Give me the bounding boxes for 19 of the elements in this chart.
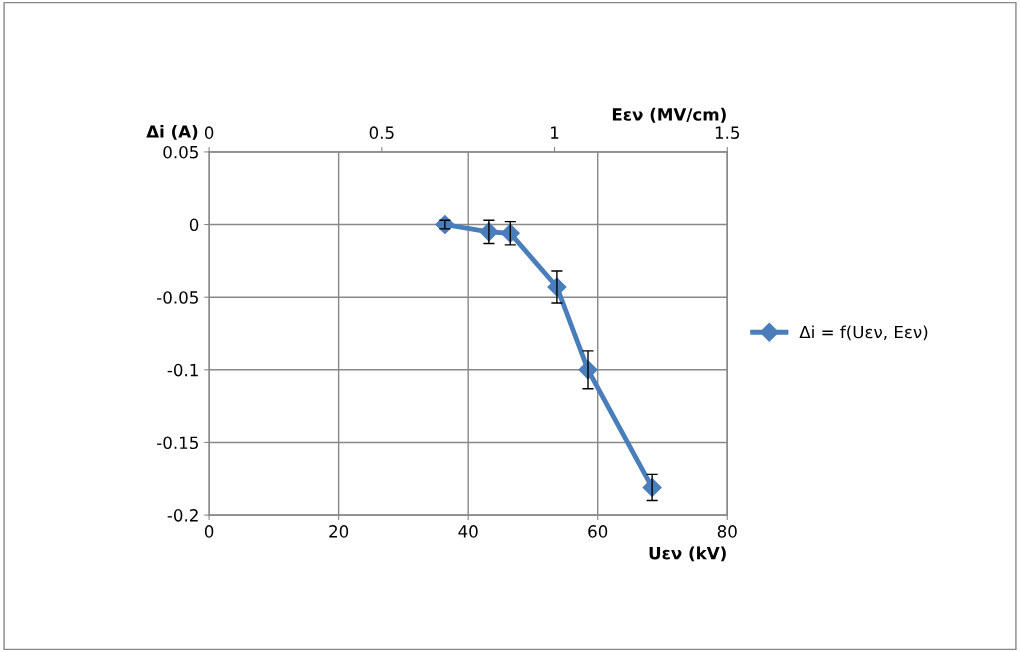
x-tick-label: 60 — [588, 525, 608, 538]
y-tick-label: 0.05 — [163, 145, 198, 159]
x-tick-label: 80 — [717, 525, 737, 538]
y-tick-label: -0.05 — [157, 291, 198, 304]
y-axis-title: Δi (A) — [146, 124, 198, 140]
x2-tick-label: 1.5 — [715, 126, 740, 139]
x-tick-label: 40 — [458, 525, 478, 538]
x-tick-label: 20 — [329, 525, 349, 538]
y-tick-label: 0 — [189, 218, 199, 232]
y-tick-label: -0.2 — [167, 509, 198, 522]
y-tick-label: -0.1 — [167, 363, 198, 377]
y-tick-label: -0.15 — [157, 436, 198, 450]
legend-label: Δi = f(Uεν, Εεν) — [799, 325, 928, 341]
x-axis-title: Uεν (kV) — [649, 546, 726, 562]
x2-tick-label: 0 — [204, 126, 214, 139]
x2-tick-label: 0.5 — [369, 126, 394, 139]
x2-axis-title: Εεν (MV/cm) — [612, 107, 726, 123]
x2-tick-label: 1 — [551, 126, 559, 139]
x-tick-label: 0 — [204, 525, 214, 538]
